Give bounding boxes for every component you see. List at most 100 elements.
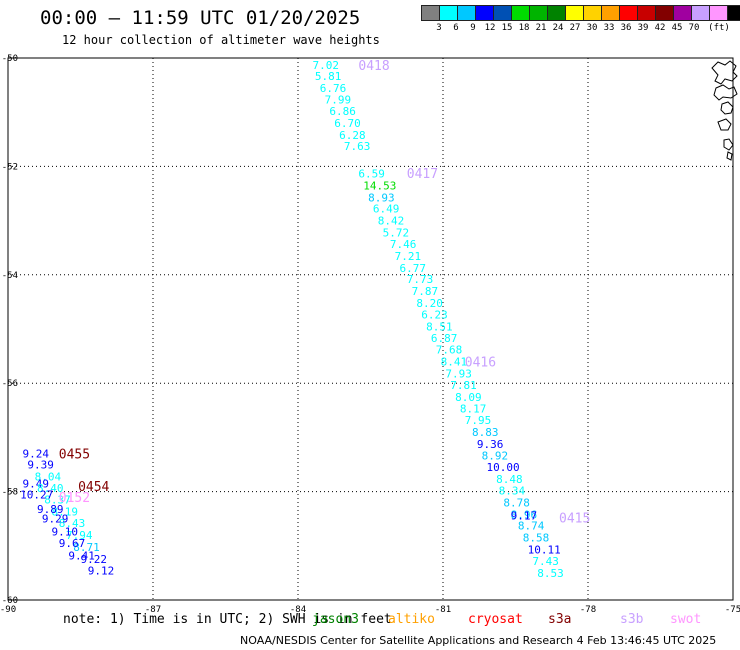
wave-height-label: 10.00: [487, 461, 520, 474]
wave-height-label: 8.83: [472, 426, 499, 439]
coastline-segment: [723, 138, 734, 151]
wave-height-label: 9.10: [52, 526, 79, 539]
pass-time-label: 0454: [78, 480, 109, 495]
y-tick-label: -56: [2, 379, 18, 389]
wave-height-label: 6.28: [339, 129, 366, 142]
wave-height-label: 9.67: [59, 537, 86, 550]
y-tick-label: -52: [2, 162, 18, 172]
wave-height-label: 8.53: [537, 567, 564, 580]
wave-height-label: 9.24: [23, 448, 50, 461]
pass-time-label: 0415: [559, 512, 590, 527]
wave-height-label: 8.34: [499, 485, 526, 498]
wave-height-label: 8.51: [426, 320, 453, 333]
wave-height-label: 9.29: [42, 513, 68, 526]
wave-height-label: 8.74: [518, 520, 545, 533]
wave-height-label: 7.43: [532, 555, 559, 568]
legend-labels: 3 6 9 12 15 18 21 24 27 30 33 36 39 42 45 70 (ft): [422, 23, 740, 35]
gridlines: [8, 58, 733, 600]
coastline-segment: [711, 60, 738, 85]
wave-height-label: 7.68: [436, 344, 463, 357]
wave-height-label: 7.73: [407, 273, 434, 286]
wave-height-label: 8.42: [378, 215, 405, 228]
wave-height-label: 7.63: [344, 140, 371, 153]
credit-line: NOAA/NESDIS Center for Satellite Applica…: [240, 634, 717, 647]
chart-subtitle: 12 hour collection of altimeter wave hei…: [62, 33, 380, 47]
legend-label: 6: [453, 23, 459, 33]
wave-height-label: 9.36: [477, 438, 504, 451]
legend-label: 24: [552, 23, 564, 33]
legend-label: 18: [518, 23, 530, 33]
satellite-name-jason3: jason3: [312, 612, 359, 627]
pass-time-label: 0416: [465, 356, 496, 371]
coastline-segment: [713, 84, 738, 101]
x-tick-label: -87: [145, 605, 161, 615]
x-tick-label: -78: [580, 605, 596, 615]
wave-height-label: 8.17: [460, 403, 487, 416]
wave-height-label: 8.93: [368, 191, 395, 204]
legend-label: 9: [470, 23, 476, 33]
coastline: [711, 60, 738, 161]
wave-height-label: 7.94: [66, 529, 93, 542]
wave-height-label: 6.23: [421, 308, 448, 321]
x-tick-label: -75: [725, 605, 740, 615]
legend-swatch: [727, 5, 740, 21]
wave-height-label: 6.86: [329, 105, 356, 118]
wave-height-label: 8.58: [523, 532, 550, 545]
observation-labels: 7.025.816.767.996.866.706.287.63 6.5914.5…: [20, 59, 564, 580]
wave-height-label: 8.41: [441, 356, 468, 369]
wave-height-label: 6.77: [400, 262, 427, 275]
legend-label: 36: [620, 23, 632, 33]
chart-title: 00:00 – 11:59 UTC 01/20/2025: [40, 7, 361, 29]
wave-height-label: 14.53: [363, 179, 396, 192]
legend-label: 21: [535, 23, 547, 33]
wave-height-label: 6.70: [334, 117, 361, 130]
wave-height-label: 5.81: [315, 70, 342, 83]
satellite-name-s3a: s3a: [548, 612, 572, 627]
wave-height-label: 8.96: [511, 508, 537, 521]
wave-height-label: 8.09: [455, 391, 482, 404]
coastline-segment: [726, 151, 733, 161]
axis-ticks: -90 -87 -84 -81 -78 -75 -50 -52 -54 -56 -58 -60: [0, 54, 740, 615]
wave-height-label: 9.41: [68, 550, 95, 563]
legend-label: 45: [671, 23, 683, 33]
pass-time-label: 0417: [407, 167, 438, 182]
y-tick-label: -58: [2, 488, 18, 498]
pass-time-label: 0418: [358, 59, 389, 74]
wave-height-label: 9.12: [88, 565, 115, 578]
wave-height-label: 8.37: [44, 494, 71, 507]
wave-height-label: 7.93: [445, 367, 472, 380]
wave-height-label: 8.04: [35, 470, 62, 483]
wave-height-label: 9.39: [27, 459, 54, 472]
wave-height-label: 8.43: [59, 517, 86, 530]
coastline-segment: [717, 118, 732, 131]
y-tick-label: -54: [2, 271, 18, 281]
wave-height-label: 7.02: [313, 59, 340, 72]
color-legend: 3 6 9 12 15 18 21 24 27 30 33 36 39 42 45 70 (ft): [421, 5, 740, 35]
legend-label: 27: [569, 23, 581, 33]
wave-height-label: 7.95: [465, 414, 492, 427]
legend-label: 39: [637, 23, 649, 33]
wave-height-label: 7.99: [325, 94, 352, 107]
wave-height-label: 6.49: [373, 203, 400, 216]
legend-label: 3: [436, 23, 442, 33]
wave-height-label: 8.92: [482, 449, 509, 462]
wave-height-label: 9.89: [37, 503, 64, 516]
wave-height-label: 9.17: [511, 509, 537, 522]
satellite-name-s3b: s3b: [620, 612, 644, 627]
satellite-name-altiko: altiko: [388, 612, 435, 627]
legend-swatches: [421, 5, 740, 21]
wave-height-label: 6.76: [320, 82, 347, 95]
legend-label: (ft): [708, 23, 730, 33]
legend-label: 70: [688, 23, 700, 33]
y-tick-label: -50: [2, 54, 18, 64]
wave-height-label: 8.40: [37, 482, 64, 495]
legend-label: 15: [501, 23, 513, 33]
pass-time-label: 0455: [59, 448, 90, 463]
wave-height-label: 9.22: [81, 553, 108, 566]
wave-height-label: 8.48: [496, 473, 522, 486]
wave-height-label: 6.87: [431, 332, 458, 345]
wave-height-label: 7.46: [390, 238, 417, 251]
wave-height-label: 7.81: [450, 379, 477, 392]
